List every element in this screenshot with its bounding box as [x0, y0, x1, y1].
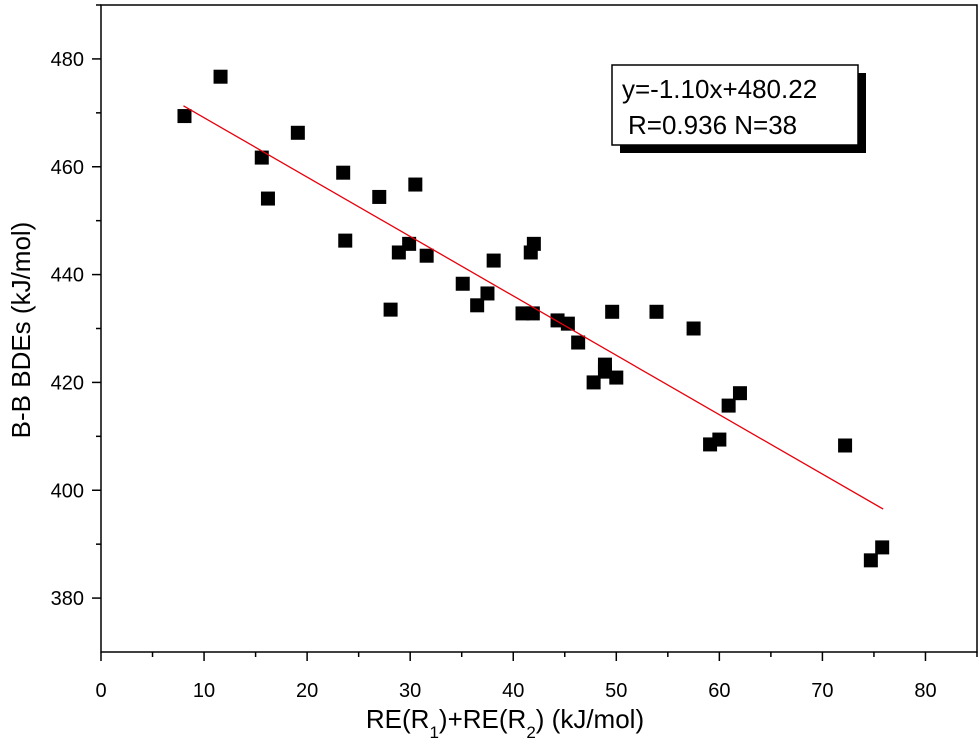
point [408, 177, 423, 192]
x-tick-label: 50 [605, 680, 627, 702]
point [402, 236, 417, 251]
point [605, 304, 620, 319]
x-tick-label: 60 [708, 680, 730, 702]
point [177, 109, 192, 124]
x-axis-label-part: RE(R [366, 704, 430, 734]
point [526, 236, 541, 251]
x-axis-label: RE(R1)+RE(R2) (kJ/mol) [366, 704, 644, 742]
annotation: y=-1.10x+480.22 [622, 74, 817, 104]
x-tick-label: 80 [914, 680, 936, 702]
x-tick-label: 10 [193, 680, 215, 702]
fit-line [183, 105, 884, 510]
point [419, 248, 434, 263]
point [732, 386, 747, 401]
y-tick-label: 480 [51, 49, 84, 71]
point [455, 276, 470, 291]
x-tick-label: 30 [399, 680, 421, 702]
point [336, 165, 351, 180]
point [712, 432, 727, 447]
x-tick-label: 0 [95, 680, 106, 702]
point [213, 69, 228, 84]
y-tick-label: 460 [51, 157, 84, 179]
point [863, 553, 878, 568]
y-tick-label: 400 [51, 480, 84, 502]
point [560, 316, 575, 331]
y-tick-label: 380 [51, 588, 84, 610]
point [586, 375, 601, 390]
point [525, 306, 540, 321]
y-axis-label: B-B BDEs (kJ/mol) [6, 222, 36, 439]
annotation: R=0.936 N=38 [628, 110, 797, 140]
x-tick-label: 20 [296, 680, 318, 702]
point [609, 370, 624, 385]
x-axis-label-part: )+RE(R [439, 704, 526, 734]
point [649, 304, 664, 319]
annotation-box [611, 64, 859, 146]
point [290, 125, 305, 140]
point [254, 150, 269, 165]
point [571, 335, 586, 350]
point [875, 540, 890, 555]
x-tick-label: 70 [811, 680, 833, 702]
point [480, 286, 495, 301]
x-axis-label-part: 2 [526, 723, 535, 742]
point [838, 438, 853, 453]
point [721, 398, 736, 413]
point [470, 298, 485, 313]
point [597, 364, 612, 379]
point [383, 302, 398, 317]
x-axis-label-part: ) (kJ/mol) [536, 704, 644, 734]
point [486, 253, 501, 268]
point [372, 189, 387, 204]
y-tick-label: 440 [51, 265, 84, 287]
x-tick-label: 40 [502, 680, 524, 702]
point [260, 191, 275, 206]
point [686, 321, 701, 336]
y-tick-label: 420 [51, 372, 84, 394]
x-axis-label-part: 1 [429, 723, 438, 742]
point [338, 233, 353, 248]
